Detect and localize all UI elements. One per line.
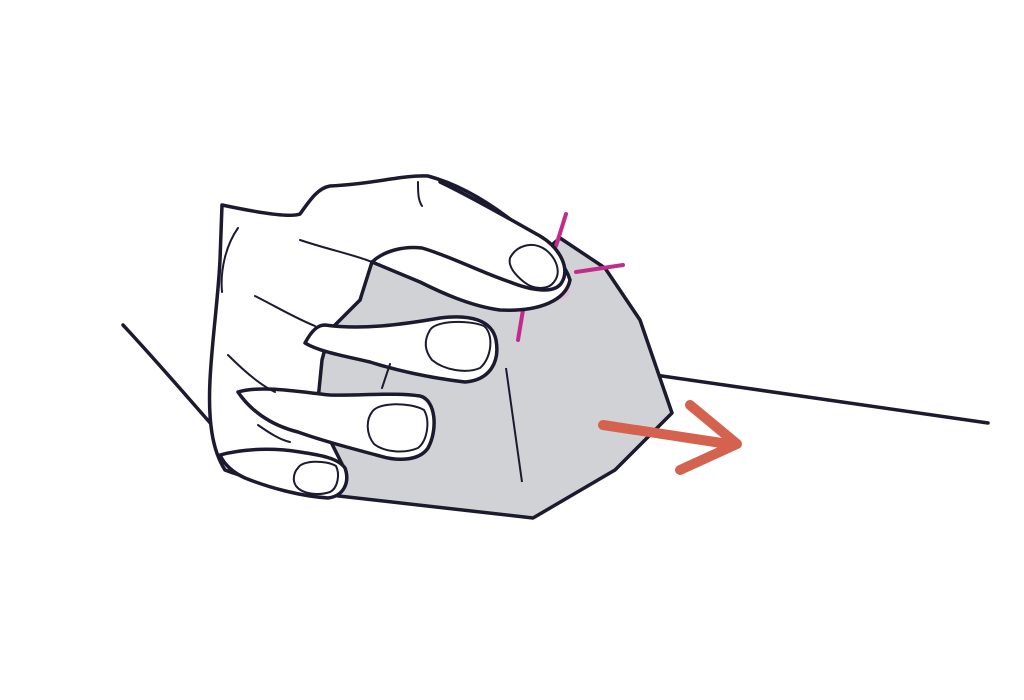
arrow-shaft — [598, 420, 733, 449]
click-ray-top — [554, 212, 568, 248]
hand-crease-1 — [299, 239, 373, 263]
little-fingernail — [292, 460, 339, 495]
index-fingernail — [508, 243, 559, 289]
hand-crease-4 — [257, 424, 291, 443]
click-ray-right — [574, 263, 625, 274]
click-ray-bottom — [516, 308, 525, 342]
knuckle-line — [417, 181, 423, 207]
hand-contour-back — [220, 227, 239, 293]
middle-finger-crease — [381, 363, 391, 389]
hand — [121, 174, 572, 500]
hand-crease-3 — [227, 354, 276, 393]
middle-fingernail — [424, 320, 492, 372]
hand-crease-2 — [254, 295, 316, 327]
desk-surface-line — [653, 373, 990, 425]
forearm-lower-line — [121, 323, 214, 427]
move-right-arrow-icon — [598, 400, 742, 475]
arrow-head — [675, 400, 742, 475]
ring-fingernail — [366, 403, 429, 453]
mouse-edge-crease — [505, 367, 523, 483]
